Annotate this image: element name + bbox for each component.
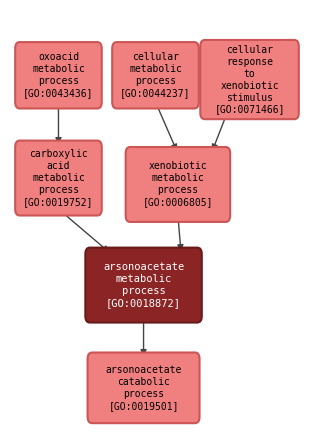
FancyBboxPatch shape [88, 352, 200, 423]
FancyBboxPatch shape [15, 140, 102, 215]
FancyBboxPatch shape [15, 42, 102, 108]
FancyBboxPatch shape [200, 40, 299, 119]
Text: arsonoacetate
metabolic
process
[GO:0018872]: arsonoacetate metabolic process [GO:0018… [103, 262, 184, 308]
Text: xenobiotic
metabolic
process
[GO:0006805]: xenobiotic metabolic process [GO:0006805… [143, 161, 213, 207]
FancyBboxPatch shape [112, 42, 199, 108]
Text: arsonoacetate
catabolic
process
[GO:0019501]: arsonoacetate catabolic process [GO:0019… [105, 365, 182, 411]
Text: cellular
response
to
xenobiotic
stimulus
[GO:0071466]: cellular response to xenobiotic stimulus… [214, 45, 285, 115]
FancyBboxPatch shape [85, 248, 202, 322]
Text: oxoacid
metabolic
process
[GO:0043436]: oxoacid metabolic process [GO:0043436] [23, 52, 94, 98]
FancyBboxPatch shape [126, 147, 230, 222]
Text: carboxylic
acid
metabolic
process
[GO:0019752]: carboxylic acid metabolic process [GO:00… [23, 149, 94, 207]
Text: cellular
metabolic
process
[GO:0044237]: cellular metabolic process [GO:0044237] [120, 52, 191, 98]
